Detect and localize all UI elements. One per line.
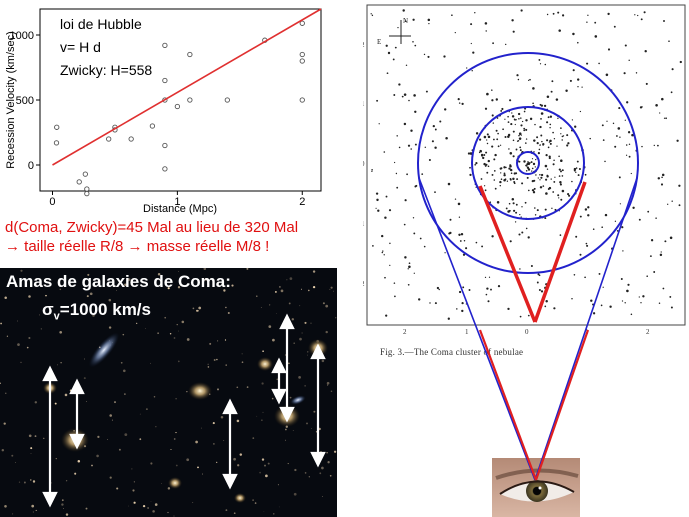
data-point: [76, 179, 82, 185]
size-mass-correction-line: → taille réelle R/8 → masse réelle M/8 !: [5, 238, 270, 255]
sigma-value: =1000 km/s: [59, 300, 151, 319]
elliptical-galaxy: [257, 357, 273, 371]
outer-cone-blue: [418, 177, 638, 481]
data-point: [187, 51, 193, 58]
sigma-symbol: σ: [42, 300, 54, 319]
outer-circle: [417, 52, 639, 274]
data-point: [106, 136, 112, 142]
inner-cone-red: [478, 181, 587, 323]
middle-circle: [471, 106, 585, 220]
data-point: [187, 97, 193, 103]
hubble-chart: 0 1 2 0 500 1000 loi de Hubble v= H d Zwicky:…: [0, 0, 335, 215]
data-point: [224, 97, 230, 103]
data-point: [299, 97, 305, 103]
elliptical-galaxy: [234, 493, 246, 503]
x-tick: 2: [403, 328, 407, 336]
compass-north: N: [403, 17, 408, 25]
velocity-arrow: [222, 398, 238, 490]
x-tick: 0: [525, 328, 529, 336]
data-point: [162, 166, 168, 172]
eye-image: [492, 458, 580, 517]
data-point: [299, 58, 305, 64]
photo-title: Amas de galaxies de Coma:: [6, 272, 231, 291]
x-tick: 1: [465, 328, 469, 336]
legend-line2: v= H d: [60, 39, 101, 55]
coma-cluster-photo: Amas de galaxies de Coma: σv=1000 km/s: [0, 268, 337, 517]
x-axis-label: Distance (Mpc): [143, 203, 217, 215]
figure-caption: Fig. 3.—The Coma cluster of nebulae: [380, 347, 524, 357]
y-tick: 1: [363, 220, 365, 228]
spiral-galaxy: [88, 332, 120, 368]
velocity-arrow: [279, 313, 295, 423]
x-tick: 2: [646, 328, 650, 336]
y-tick: 2: [363, 41, 365, 49]
coma-cluster-figure: N E 2 1 0 1 2 2 1 0 1 2: [361, 0, 689, 370]
data-point: [162, 142, 168, 149]
edge-on-galaxy: [290, 395, 306, 405]
y-tick-label: 1000: [10, 30, 34, 42]
y-tick: 1: [363, 100, 365, 108]
sigma-subscript: v: [53, 310, 60, 323]
data-point: [128, 136, 134, 142]
coma-figure-svg: N E 2 1 0 1 2 2 1 0 1 2: [361, 4, 686, 336]
plot-frame: [39, 8, 322, 192]
eye-photo: [492, 458, 580, 517]
data-point: [174, 103, 181, 110]
data-point: [54, 124, 60, 130]
velocity-arrow: [271, 357, 287, 405]
coma-photo-image: [0, 268, 337, 517]
data-point: [82, 171, 88, 177]
data-point: [299, 51, 305, 58]
nebulae-dots: [370, 9, 682, 320]
y-tick-label: 0: [28, 160, 34, 172]
blue-circles: [417, 52, 639, 274]
hubble-fit-line: [52, 8, 322, 166]
y-tick-label: 500: [16, 95, 34, 107]
legend-line1: loi de Hubble: [60, 16, 142, 32]
tick-group: 0 1 2 0 500 1000: [10, 30, 306, 208]
y-axis-label: Recession Velocity (km/sec): [5, 31, 17, 169]
inner-circle: [516, 151, 540, 175]
distance-correction-line: d(Coma, Zwicky)=45 Mal au lieu de 320 Ma…: [5, 219, 299, 236]
data-point: [299, 20, 305, 26]
scale-correction-text: d(Coma, Zwicky)=45 Mal au lieu de 320 Ma…: [5, 218, 345, 256]
data-point: [84, 190, 90, 197]
elliptical-galaxy: [168, 477, 182, 489]
velocity-arrow: [310, 343, 326, 468]
compass-icon: [389, 20, 411, 44]
x-tick-label: 2: [299, 196, 305, 208]
velocity-arrow: [42, 365, 58, 508]
velocity-arrow: [69, 378, 85, 450]
hubble-chart-svg: 0 1 2 0 500 1000 loi de Hubble v= H d Zwicky:…: [5, 8, 322, 215]
velocity-dispersion-label: σv=1000 km/s: [42, 300, 151, 322]
x-tick-label: 0: [49, 196, 55, 208]
data-point: [149, 123, 156, 129]
compass-east: E: [377, 38, 381, 46]
data-point: [53, 140, 60, 146]
x-tick-label: 1: [174, 196, 180, 208]
outer-cone-red: [478, 329, 590, 481]
data-point: [162, 77, 168, 84]
legend-line3: Zwicky: H=558: [60, 62, 152, 78]
y-tick: 2: [363, 280, 365, 288]
data-point: [162, 42, 168, 49]
y-tick: 0: [363, 160, 365, 168]
elliptical-galaxy: [188, 382, 212, 400]
velocity-arrows: [42, 313, 326, 508]
